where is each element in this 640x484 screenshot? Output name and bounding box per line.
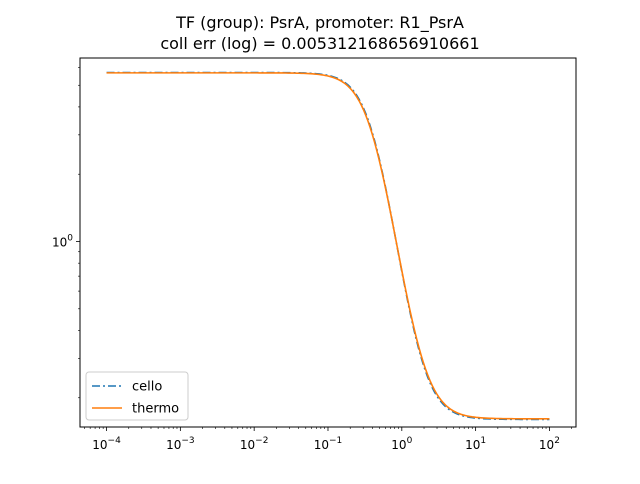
y-axis: 100: [52, 67, 80, 399]
series-layer: [106, 71, 550, 421]
x-axis: 10−4 10−3 10−2 10−1 100 101 102: [84, 427, 572, 452]
x-tick-label-4: 100: [391, 436, 412, 452]
chart-title: TF (group): PsrA, promoter: R1_PsrA coll…: [160, 13, 479, 53]
series-line-thermo: [106, 72, 550, 420]
x-tick-label-1: 10−3: [166, 436, 195, 452]
legend-label-cello: cello: [132, 380, 162, 395]
x-tick-label-5: 101: [465, 436, 486, 452]
chart-title-line-1: TF (group): PsrA, promoter: R1_PsrA: [175, 13, 464, 33]
x-tick-label-0: 10−4: [92, 436, 121, 452]
x-tick-label-2: 10−2: [240, 436, 269, 452]
x-tick-label-3: 10−1: [314, 436, 343, 452]
chart-title-line-2: coll err (log) = 0.005312168656910661: [160, 34, 479, 53]
legend-label-thermo: thermo: [132, 402, 179, 417]
x-tick-label-6: 102: [539, 436, 560, 452]
legend: cello thermo: [85, 371, 189, 421]
plot-frame: [79, 57, 577, 428]
plot-area: [80, 58, 576, 427]
y-tick-label-0: 100: [52, 234, 73, 250]
